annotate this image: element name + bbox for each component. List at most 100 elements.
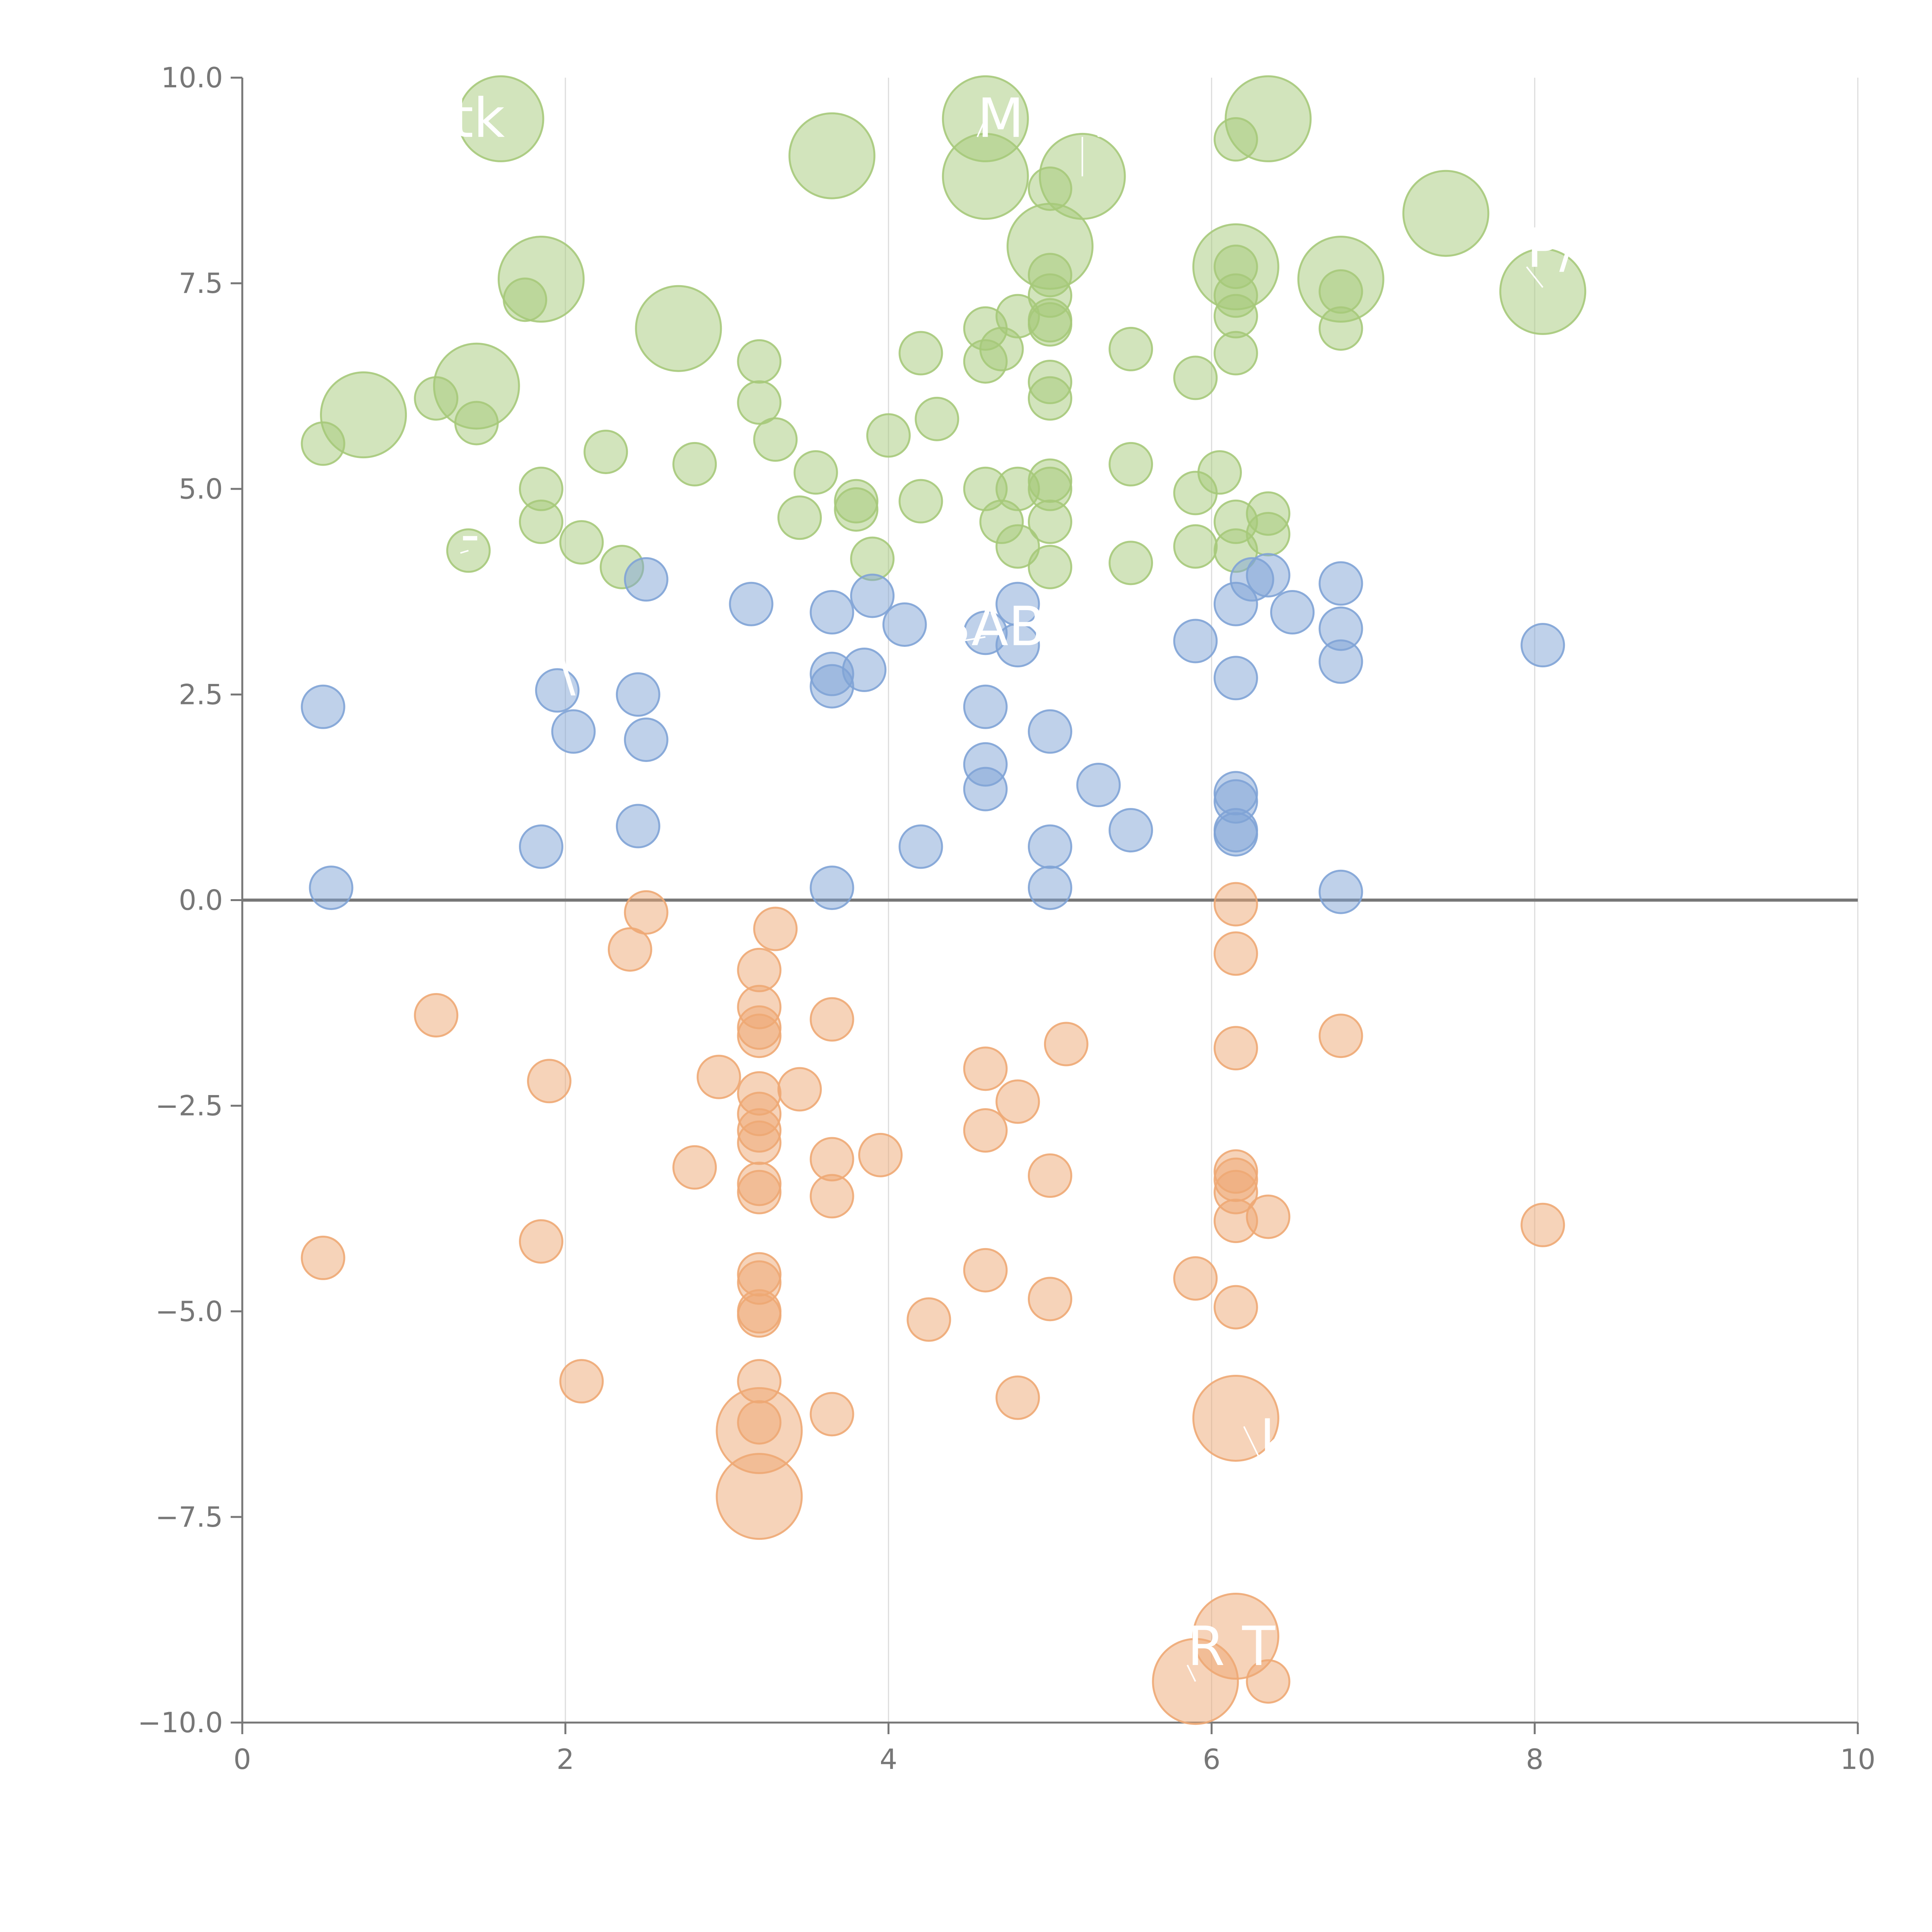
data-point-low[interactable] (810, 1392, 854, 1437)
data-point-low[interactable] (1213, 1285, 1258, 1330)
data-point-mid[interactable] (624, 557, 668, 602)
data-point-mid[interactable] (1173, 619, 1218, 663)
data-point-high[interactable] (753, 417, 798, 462)
data-point-mid[interactable] (1028, 709, 1072, 754)
data-point-mid[interactable] (1109, 808, 1153, 853)
data-point-low[interactable] (963, 1248, 1008, 1293)
data-point-high[interactable] (457, 75, 544, 162)
data-point-mid[interactable] (882, 602, 927, 647)
data-point-low[interactable] (1213, 1026, 1258, 1071)
data-point-low[interactable] (696, 1054, 741, 1099)
data-point-low[interactable] (301, 1235, 345, 1280)
data-point-low[interactable] (753, 906, 798, 951)
data-point-mid[interactable] (624, 717, 668, 762)
data-point-mid[interactable] (519, 824, 563, 869)
data-point-high[interactable] (301, 421, 345, 466)
data-point-mid[interactable] (1318, 869, 1363, 914)
data-point-low[interactable] (737, 1014, 782, 1058)
data-point-mid[interactable] (810, 590, 854, 635)
data-point-high[interactable] (788, 112, 876, 199)
data-point-low[interactable] (858, 1133, 903, 1177)
data-point-mid[interactable] (1028, 824, 1072, 869)
data-point-mid[interactable] (1213, 812, 1258, 857)
data-point-high[interactable] (672, 442, 717, 486)
data-point-mid[interactable] (551, 709, 596, 754)
data-point-mid[interactable] (1318, 639, 1363, 684)
data-point-mid[interactable] (810, 866, 854, 910)
data-point-mid[interactable] (301, 684, 345, 729)
data-point-low[interactable] (1192, 1374, 1279, 1462)
data-point-low[interactable] (963, 1046, 1008, 1091)
data-point-low[interactable] (1044, 1022, 1088, 1066)
data-point-mid[interactable] (810, 664, 854, 709)
data-point-high[interactable] (866, 413, 911, 458)
data-point-mid[interactable] (1270, 590, 1315, 635)
data-point-low[interactable] (1028, 1277, 1072, 1321)
data-point-low[interactable] (624, 890, 668, 935)
data-point-mid[interactable] (850, 573, 895, 618)
data-point-low[interactable] (607, 927, 652, 972)
data-point-low[interactable] (1318, 1014, 1363, 1058)
data-point-high[interactable] (942, 133, 1029, 220)
data-point-high[interactable] (1213, 331, 1258, 376)
data-point-high[interactable] (1173, 471, 1218, 515)
data-point-mid[interactable] (1318, 561, 1363, 606)
data-point-high[interactable] (898, 479, 943, 524)
data-point-high[interactable] (1318, 306, 1363, 351)
data-point-high[interactable] (898, 331, 943, 376)
data-point-low[interactable] (995, 1079, 1040, 1124)
data-point-low[interactable] (1520, 1202, 1565, 1247)
data-point-low[interactable] (810, 1174, 854, 1219)
data-point-low[interactable] (716, 1453, 803, 1540)
data-point-high[interactable] (1109, 327, 1153, 371)
data-point-high[interactable] (1109, 541, 1153, 585)
data-point-low[interactable] (737, 1293, 782, 1338)
data-point-low[interactable] (672, 1145, 717, 1190)
data-point-high[interactable] (1109, 442, 1153, 486)
data-point-mid[interactable] (729, 582, 774, 626)
data-point-high[interactable] (834, 487, 879, 532)
data-point-mid[interactable] (1213, 582, 1258, 626)
data-point-low[interactable] (1028, 1153, 1072, 1198)
data-point-low[interactable] (906, 1297, 951, 1342)
data-point-high[interactable] (414, 376, 459, 421)
data-point-low[interactable] (1213, 1199, 1258, 1243)
data-point-high[interactable] (1402, 170, 1490, 257)
data-point-high[interactable] (963, 339, 1008, 384)
data-point-high[interactable] (519, 499, 563, 544)
data-point-mid[interactable] (1213, 656, 1258, 701)
data-point-high[interactable] (1028, 499, 1072, 544)
data-point-low[interactable] (737, 1120, 782, 1165)
data-point-high[interactable] (737, 339, 782, 384)
data-point-high[interactable] (454, 401, 499, 446)
data-point-high[interactable] (777, 495, 822, 540)
data-point-mid[interactable] (1520, 623, 1565, 668)
data-point-low[interactable] (777, 1067, 822, 1112)
data-point-mid[interactable] (963, 684, 1008, 729)
data-point-high[interactable] (915, 396, 959, 441)
data-point-low[interactable] (559, 1359, 604, 1404)
data-point-high[interactable] (1028, 544, 1072, 589)
data-point-high[interactable] (503, 277, 548, 322)
data-point-high[interactable] (635, 285, 722, 372)
data-point-mid[interactable] (616, 804, 660, 849)
data-point-high[interactable] (583, 429, 628, 474)
data-point-mid[interactable] (995, 623, 1040, 668)
data-point-high[interactable] (793, 450, 838, 495)
data-point-high[interactable] (995, 524, 1040, 569)
data-point-mid[interactable] (309, 866, 354, 910)
data-point-high[interactable] (737, 380, 782, 425)
data-point-mid[interactable] (1028, 866, 1072, 910)
data-point-high[interactable] (1028, 376, 1072, 421)
data-point-low[interactable] (414, 993, 459, 1037)
data-point-high[interactable] (1213, 117, 1258, 162)
data-point-high[interactable] (559, 520, 604, 565)
data-point-high[interactable] (1028, 166, 1072, 211)
data-point-mid[interactable] (616, 672, 660, 717)
data-point-low[interactable] (527, 1059, 571, 1104)
data-point-low[interactable] (737, 1170, 782, 1214)
data-point-low[interactable] (1246, 1659, 1291, 1704)
data-point-high[interactable] (1173, 524, 1218, 569)
data-point-low[interactable] (1213, 931, 1258, 976)
data-point-mid[interactable] (535, 668, 580, 713)
